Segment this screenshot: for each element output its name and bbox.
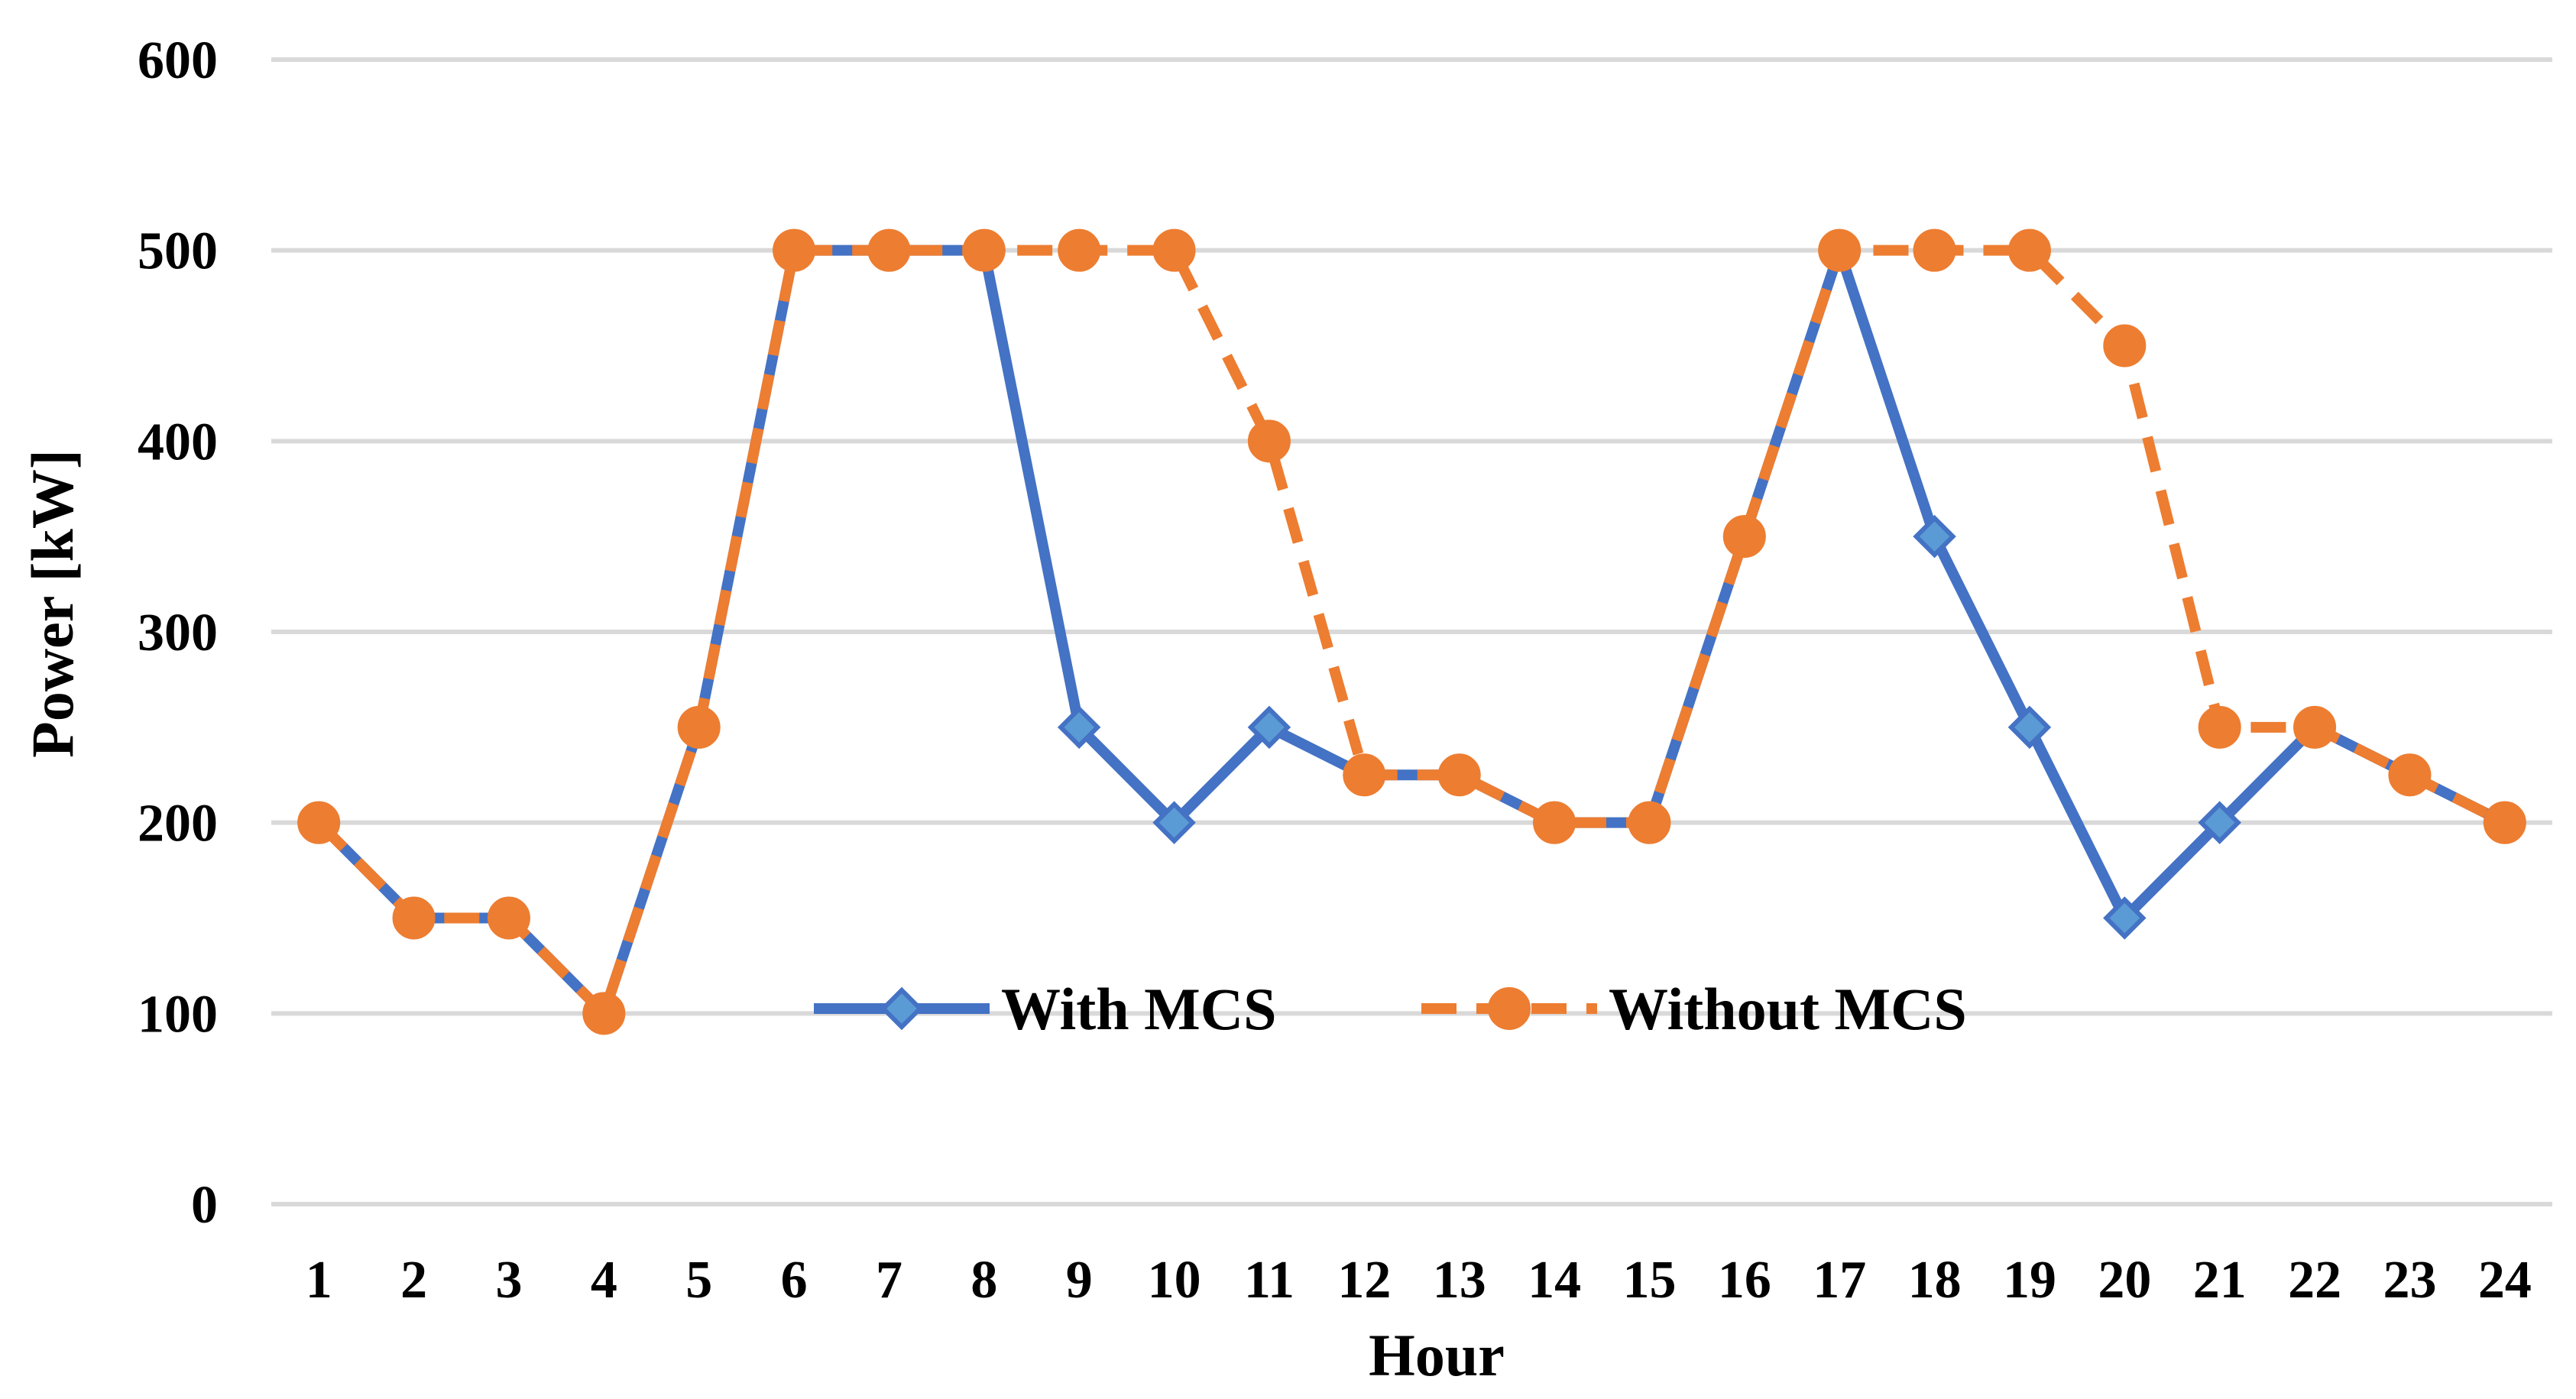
gridlines bbox=[271, 57, 2552, 1206]
x-tick-label: 16 bbox=[1718, 1251, 1771, 1310]
x-tick-label: 11 bbox=[1244, 1251, 1294, 1310]
series-without-mcs bbox=[297, 228, 2526, 1035]
data-point bbox=[2103, 324, 2147, 368]
x-tick-label: 22 bbox=[2288, 1251, 2341, 1310]
data-point bbox=[2007, 228, 2051, 272]
data-point bbox=[1057, 705, 1101, 750]
x-axis-ticks: 1 2 3 4 5 6 7 8 9 10 11 12 13 14 15 16 17 18 19 20 21 22 23 24 bbox=[306, 1251, 2532, 1310]
data-point bbox=[1152, 801, 1196, 844]
data-point bbox=[1913, 514, 1956, 559]
data-point bbox=[1247, 419, 1291, 463]
data-point bbox=[1247, 705, 1291, 750]
legend-swatch-marker bbox=[880, 986, 924, 1031]
data-point bbox=[1343, 753, 1386, 797]
legend-label: Without MCS bbox=[1609, 976, 1967, 1042]
legend-swatch-marker bbox=[1488, 987, 1531, 1030]
data-point bbox=[1913, 228, 1956, 272]
x-tick-label: 12 bbox=[1337, 1251, 1391, 1310]
data-point bbox=[2103, 896, 2147, 940]
data-point bbox=[2293, 705, 2337, 749]
y-axis-title: Power [kW] bbox=[19, 449, 86, 758]
data-point bbox=[487, 896, 530, 940]
x-tick-label: 18 bbox=[1908, 1251, 1962, 1310]
data-point bbox=[297, 801, 341, 844]
data-point bbox=[1533, 801, 1576, 844]
x-tick-label: 20 bbox=[2098, 1251, 2151, 1310]
y-tick-label: 200 bbox=[138, 795, 218, 853]
x-tick-label: 24 bbox=[2478, 1251, 2532, 1310]
data-point bbox=[392, 896, 436, 940]
legend-item: With MCS bbox=[814, 976, 1276, 1042]
y-tick-label: 400 bbox=[138, 413, 218, 471]
data-point bbox=[2198, 801, 2241, 844]
x-tick-label: 8 bbox=[970, 1251, 997, 1310]
data-point bbox=[1058, 228, 1101, 272]
x-tick-label: 2 bbox=[400, 1251, 427, 1310]
x-tick-label: 21 bbox=[2193, 1251, 2247, 1310]
data-point bbox=[2388, 753, 2432, 797]
data-point bbox=[1152, 228, 1196, 272]
data-point bbox=[1818, 228, 1862, 272]
data-point bbox=[962, 228, 1006, 272]
x-axis-title: Hour bbox=[1369, 1322, 1505, 1388]
legend: With MCS Without MCS bbox=[814, 976, 1967, 1042]
x-tick-label: 14 bbox=[1528, 1251, 1581, 1310]
data-point bbox=[867, 228, 911, 272]
x-tick-label: 17 bbox=[1813, 1251, 1866, 1310]
y-tick-label: 600 bbox=[138, 31, 218, 90]
x-tick-label: 9 bbox=[1066, 1251, 1093, 1310]
x-tick-label: 3 bbox=[495, 1251, 522, 1310]
x-tick-label: 10 bbox=[1148, 1251, 1201, 1310]
data-point bbox=[2007, 705, 2052, 750]
y-tick-label: 300 bbox=[138, 604, 218, 662]
x-tick-label: 1 bbox=[306, 1251, 332, 1310]
x-tick-label: 15 bbox=[1622, 1251, 1676, 1310]
data-point bbox=[2198, 705, 2241, 749]
y-tick-label: 500 bbox=[138, 222, 218, 281]
data-point bbox=[1437, 753, 1481, 797]
legend-label: With MCS bbox=[1001, 976, 1276, 1042]
x-tick-label: 7 bbox=[876, 1251, 902, 1310]
y-tick-label: 100 bbox=[138, 985, 218, 1044]
series-line bbox=[315, 245, 2507, 1019]
x-tick-label: 19 bbox=[2003, 1251, 2056, 1310]
data-point bbox=[677, 705, 721, 749]
x-tick-label: 6 bbox=[781, 1251, 808, 1310]
data-point bbox=[773, 228, 816, 272]
data-point bbox=[582, 992, 626, 1035]
series-layer bbox=[296, 228, 2527, 1035]
y-axis-ticks: 0 100 200 300 400 500 600 bbox=[138, 31, 218, 1235]
x-tick-label: 13 bbox=[1433, 1251, 1486, 1310]
x-tick-label: 4 bbox=[591, 1251, 617, 1310]
data-point bbox=[1628, 801, 1671, 844]
x-tick-label: 23 bbox=[2383, 1251, 2436, 1310]
data-point bbox=[2483, 801, 2526, 844]
x-tick-label: 5 bbox=[685, 1251, 712, 1310]
legend-item: Without MCS bbox=[1421, 976, 1967, 1042]
data-point bbox=[1722, 515, 1766, 559]
y-tick-label: 0 bbox=[191, 1176, 218, 1235]
